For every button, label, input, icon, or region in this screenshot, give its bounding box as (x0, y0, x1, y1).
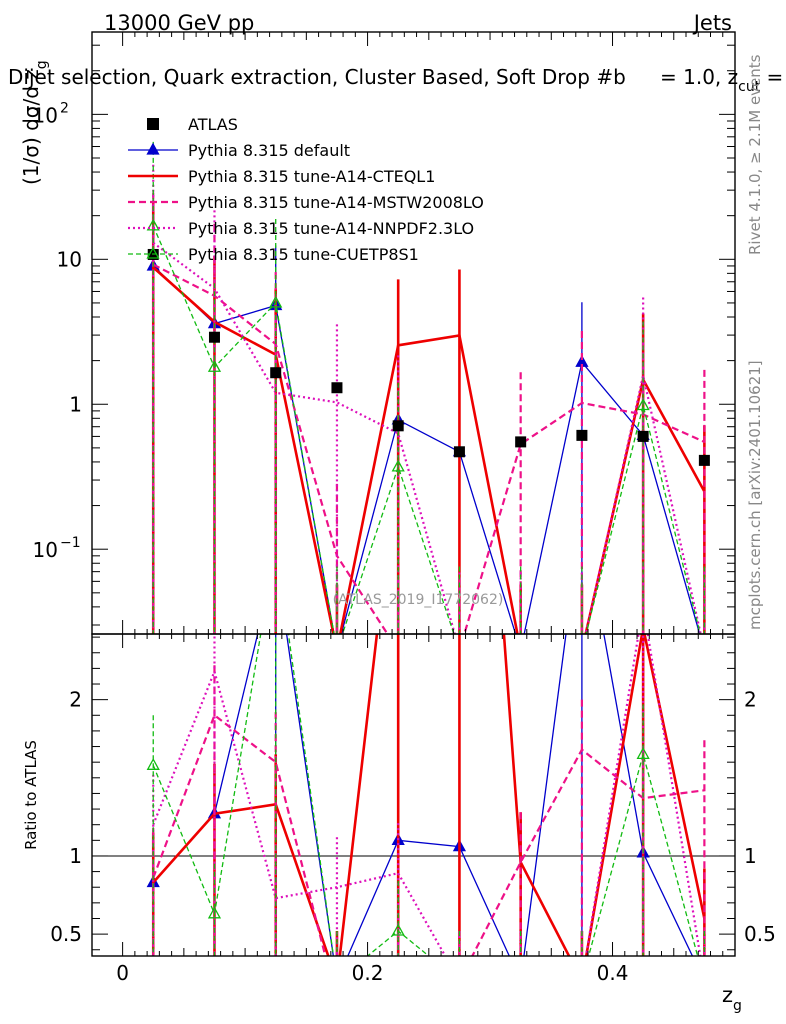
atlas-data-point (331, 382, 343, 394)
x-tick-label: 0.2 (352, 961, 384, 985)
series-4-ratio-marker (454, 975, 465, 985)
legend-label: Pythia 8.315 tune-A14-CTEQL1 (188, 167, 435, 186)
series-0-marker (331, 645, 342, 655)
series-4-ratio-marker (207, 906, 222, 919)
main-plot-area (146, 141, 710, 655)
atlas-data-point (698, 454, 710, 466)
series-4-marker (269, 295, 283, 308)
legend: ATLAS Pythia 8.315 default Pythia 8.315 tu… (128, 115, 484, 264)
y-tick-label-exp: 10 (33, 538, 58, 562)
legend-marker (146, 246, 160, 259)
series-0-ratio-line (152, 634, 694, 956)
series-4-marker (515, 645, 526, 655)
series-0-marker (515, 645, 526, 655)
series-4-ratio-marker (391, 923, 405, 936)
series-4-ratio-line (152, 634, 699, 956)
legend-label: Pythia 8.315 tune-A14-NNPDF2.3LO (188, 219, 474, 238)
y-tick-label: 1 (69, 392, 82, 416)
ratio-panel (92, 634, 735, 985)
y-tick-label-exponent: 2 (60, 100, 69, 116)
y-main-sub: g (34, 60, 50, 69)
x-label-sub: g (733, 998, 742, 1014)
series-4-ratio-marker (576, 975, 587, 985)
series-4-marker (146, 218, 160, 231)
y-tick-label: 10 (57, 247, 82, 271)
y-tick-label-exponent: −1 (60, 535, 81, 551)
legend-label: Pythia 8.315 tune-CUETP8S1 (188, 245, 419, 264)
legend-label: Pythia 8.315 tune-A14-MSTW2008LO (188, 193, 484, 212)
x-label-text: z (722, 983, 733, 1007)
atlas-data-point (208, 331, 220, 343)
series-4-marker (636, 398, 650, 411)
series-4-ratio-marker (699, 975, 710, 985)
ratio-tick-label-right: 0.5 (744, 922, 776, 946)
legend-label: ATLAS (188, 115, 238, 134)
atlas-data-point (576, 429, 588, 441)
ratio-tick-label-right: 2 (744, 688, 757, 712)
series-4-marker (207, 359, 222, 372)
mcplots-label: mcplots.cern.ch [arXiv:2401.10621] (746, 360, 764, 630)
plot-title: Dijet selection, Quark extraction, Clust… (8, 65, 626, 89)
series-4-line (152, 225, 701, 634)
series-4-marker (331, 645, 342, 655)
atlas-data-point (392, 420, 404, 432)
jets-label: Jets (692, 11, 732, 35)
legend-marker (146, 142, 160, 155)
series-3-line (152, 241, 702, 634)
series-0-line (152, 265, 701, 634)
atlas-data-point (270, 367, 282, 379)
atlas-data-point (453, 446, 465, 458)
x-tick-label: 0.4 (597, 961, 629, 985)
x-tick-label: 0 (116, 961, 129, 985)
atlas-data-point (515, 436, 527, 448)
y-tick-label-exp: 10 (33, 103, 58, 127)
series-4-marker (699, 645, 710, 655)
series-1-ratio-line (152, 634, 706, 956)
series-3-ratio-line (152, 634, 702, 956)
series-2-line (152, 263, 705, 634)
main-panel (146, 141, 710, 655)
title-tail-end: = (760, 65, 783, 89)
atlas-data-point (637, 430, 649, 442)
series-4-marker (391, 459, 405, 472)
series-0-ratio-marker (331, 975, 342, 985)
ratio-tick-label-left: 1 (69, 844, 82, 868)
y-axis-label-main: (1/σ) dσ/d zg (19, 60, 50, 185)
series-0-ratio-marker (699, 975, 710, 985)
series-4-ratio-marker (636, 747, 650, 760)
ratio-tick-label-right: 1 (744, 844, 757, 868)
ratio-tick-label-left: 0.5 (50, 922, 82, 946)
series-4-ratio-marker (146, 757, 160, 770)
plot-title-tail: = 1.0, zcut = (660, 65, 783, 95)
title-tail-sub: cut (738, 79, 761, 95)
legend-marker-atlas (147, 118, 159, 130)
series-0-marker (699, 645, 710, 655)
ratio-tick-label-left: 2 (69, 688, 82, 712)
series-1-line (152, 266, 706, 634)
ratio-plot-area (92, 634, 735, 985)
analysis-watermark: (ATLAS_2019_I1772062) (333, 592, 504, 608)
legend-label: Pythia 8.315 default (188, 141, 350, 160)
y-axis-label-ratio: Ratio to ATLAS (22, 740, 40, 850)
series-0-ratio-marker (515, 975, 526, 985)
rivet-label: Rivet 4.1.0, ≥ 2.1M events (746, 54, 764, 255)
series-4-ratio-marker (331, 975, 342, 985)
x-axis-label: zg (722, 983, 742, 1014)
title-tail-text: = 1.0, z (660, 65, 738, 89)
series-4-ratio-marker (515, 975, 526, 985)
y-main-text: (1/σ) dσ/d z (19, 69, 43, 185)
energy-label: 13000 GeV pp (104, 11, 254, 35)
ratio-frame (91, 633, 736, 957)
series-2-ratio-line (152, 713, 705, 956)
